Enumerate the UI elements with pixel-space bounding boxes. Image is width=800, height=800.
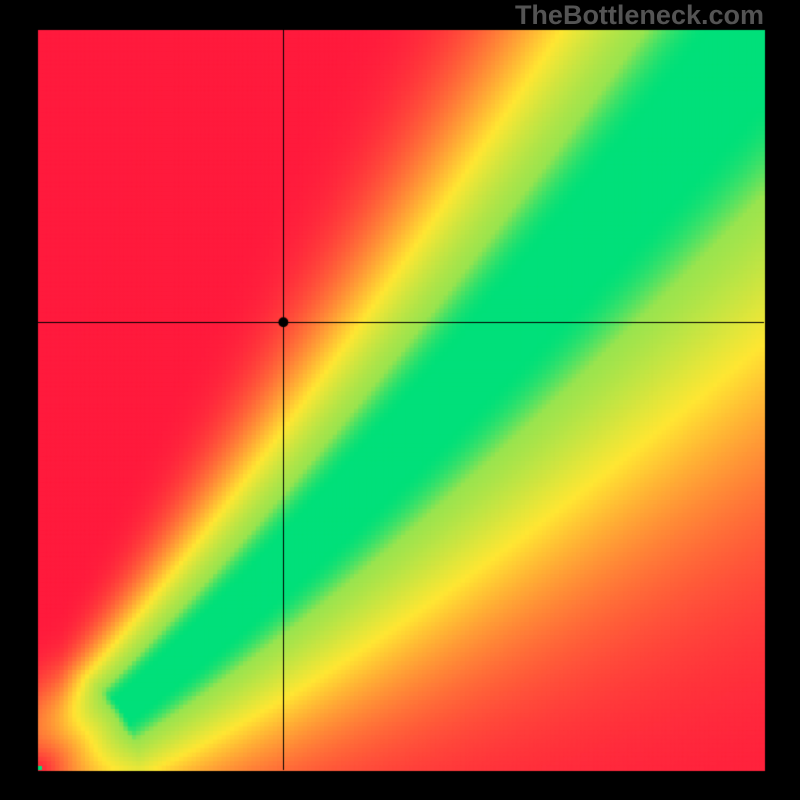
chart-container: TheBottleneck.com <box>0 0 800 800</box>
bottleneck-heatmap <box>0 0 800 800</box>
watermark-text: TheBottleneck.com <box>515 0 764 31</box>
